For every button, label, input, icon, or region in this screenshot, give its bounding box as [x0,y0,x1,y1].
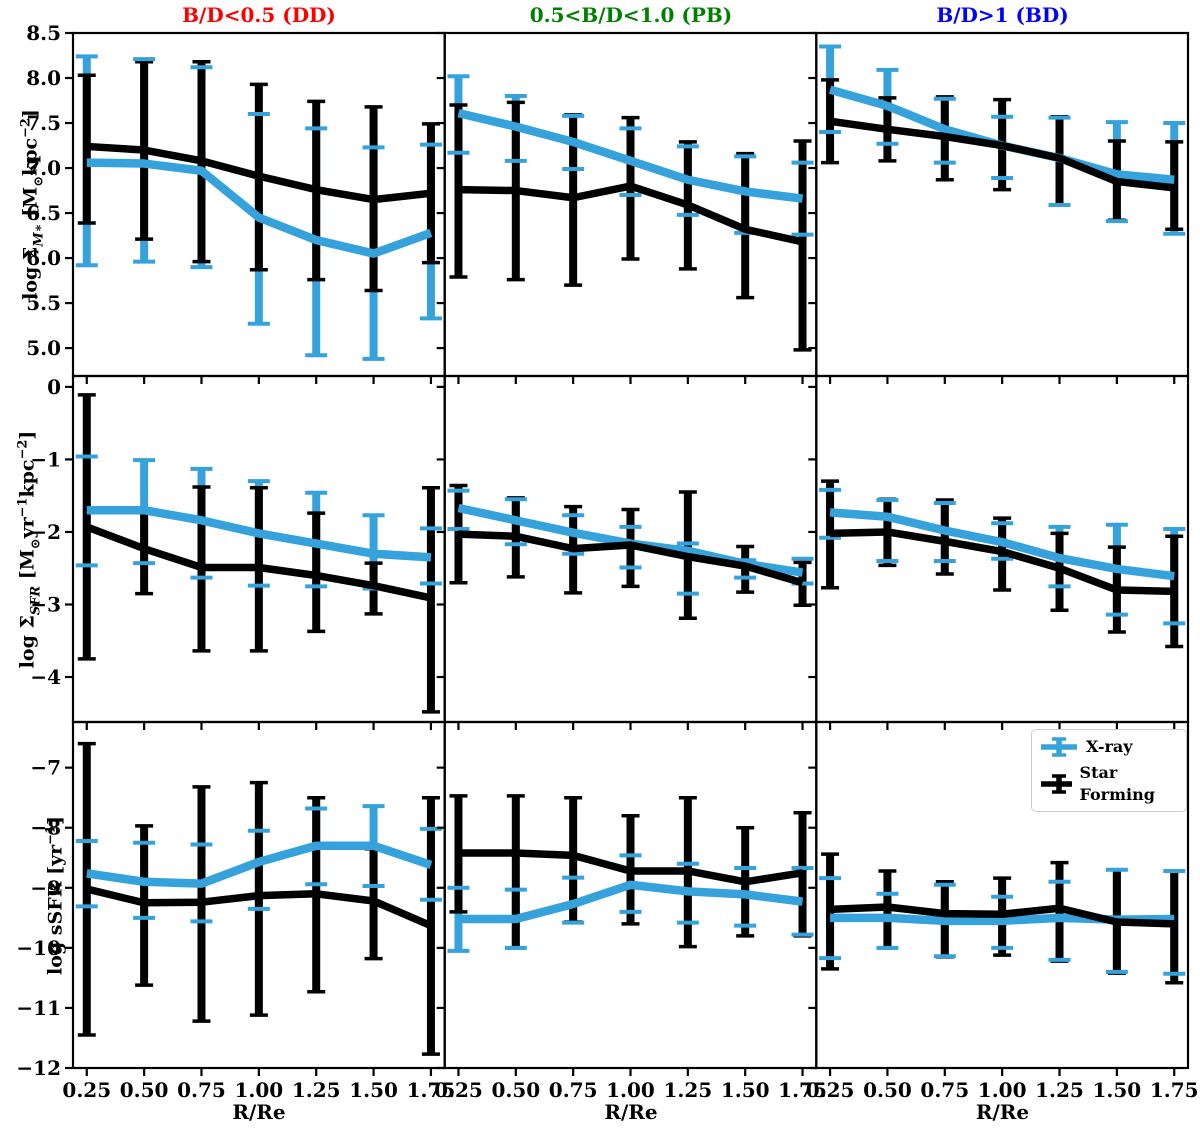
panel-ssfr-dd [75,741,442,1056]
y-tick-label: 6.5 [26,201,61,225]
y-tick-label: −12 [16,1056,61,1080]
y-tick-label: 8.5 [26,21,61,45]
xray-line [457,108,804,203]
x-tick-label: 1.50 [349,1078,398,1102]
sf-line [85,523,432,602]
x-axis-label: R/Re [975,1100,1030,1124]
sf-line [458,849,804,886]
x-tick-label: 1.75 [407,1078,456,1102]
y-tick-label: 5.0 [26,336,61,360]
panel-mass-bd [819,44,1186,236]
y-tick-label: 0 [47,375,61,399]
x-tick-label: 1.50 [1093,1078,1142,1102]
panel-sfr-pb [447,483,814,621]
legend-label-xray: X-ray [1086,737,1133,756]
subscript: ⊙ [31,175,47,187]
x-tick-label: 1.00 [978,1078,1027,1102]
panel-title-bd: B/D>1 (BD) [936,3,1069,27]
xray-line [829,508,1175,581]
sf-line [829,903,1175,928]
y-axis-label-sfr: log ΣSFR [M⊙yr−1kpc−2] [15,430,44,669]
y-tick-label: −11 [16,996,61,1020]
superscript: −1 [43,825,59,845]
superscript: −1 [15,497,31,518]
panel-ssfr-bd [819,852,1186,985]
x-tick-label: 0.25 [434,1078,483,1102]
y-tick-label: 8.0 [26,66,61,90]
x-tick-label: 1.25 [292,1078,341,1102]
sf-line [85,885,433,930]
xray-line [86,158,433,258]
x-tick-label: 1.00 [234,1078,283,1102]
subscript: M∗ [31,223,47,247]
x-tick-label: 1.25 [1035,1078,1084,1102]
panel-ssfr-pb [447,794,814,953]
y-tick-label: −1 [30,447,61,471]
y-tick-label: −9 [30,876,61,900]
panel-sfr-dd [75,393,442,714]
superscript: −2 [18,118,34,138]
sf-line [86,142,432,204]
sf-line [458,182,804,246]
x-axis-label: R/Re [232,1100,286,1124]
panel-mass-pb [447,74,814,352]
x-tick-label: 0.25 [62,1078,111,1102]
errorbar-swatch-xray-icon [1041,737,1077,757]
xray-line [86,505,432,562]
y-axis-label-ssfr: log sSFR [yr−1] [43,816,67,975]
y-tick-label: 6.0 [26,246,61,270]
subscript: SFR [28,585,44,616]
superscript: −2 [15,439,31,460]
legend-item-star-forming: Star Forming [1040,762,1178,806]
y-tick-label: −2 [30,520,61,544]
legend-item-xray: X-ray [1040,735,1178,759]
y-tick-label: −3 [30,592,61,616]
errorbar-swatch-star-forming-icon [1041,774,1072,794]
y-tick-label: −7 [30,756,61,780]
x-tick-label: 0.75 [920,1078,969,1102]
x-tick-label: 0.50 [491,1078,540,1102]
y-tick-label: 5.5 [26,291,61,315]
sf-line [829,528,1175,596]
panel-title-dd: B/D<0.5 (DD) [182,3,336,27]
y-tick-label: −4 [30,665,61,689]
x-tick-label: 0.50 [120,1078,169,1102]
x-tick-label: 1.75 [1150,1078,1199,1102]
x-tick-label: 1.00 [606,1078,655,1102]
legend-label-star-forming: Star Forming [1079,763,1155,804]
subscript: ⊙ [28,538,44,550]
panel-title-pb: 0.5<B/D<1.0 (PB) [529,3,733,27]
x-tick-label: 0.50 [863,1078,912,1102]
y-axis-label-mass: log ΣM∗ [M⊙kpc−2] [18,109,47,300]
x-tick-label: 1.75 [778,1078,827,1102]
panel-sfr-bd [819,479,1186,649]
panel-border [815,31,1190,378]
panel-border [815,720,1190,1070]
panel-mass-dd [75,54,442,361]
xray-line [86,841,433,888]
x-tick-label: 0.25 [806,1078,855,1102]
sf-line [829,117,1175,192]
sf-line [458,530,804,587]
y-tick-label: −8 [30,816,61,840]
legend: X-ray Star Forming [1031,729,1187,812]
y-tick-label: −10 [16,936,61,960]
x-tick-label: 0.75 [549,1078,598,1102]
x-axis-label: R/Re [604,1100,658,1124]
y-tick-label: 7.5 [26,111,61,135]
x-tick-label: 0.75 [177,1078,226,1102]
x-tick-label: 1.25 [663,1078,712,1102]
x-tick-label: 1.50 [721,1078,770,1102]
xray-line [458,880,804,924]
y-tick-label: 7.0 [26,156,61,180]
